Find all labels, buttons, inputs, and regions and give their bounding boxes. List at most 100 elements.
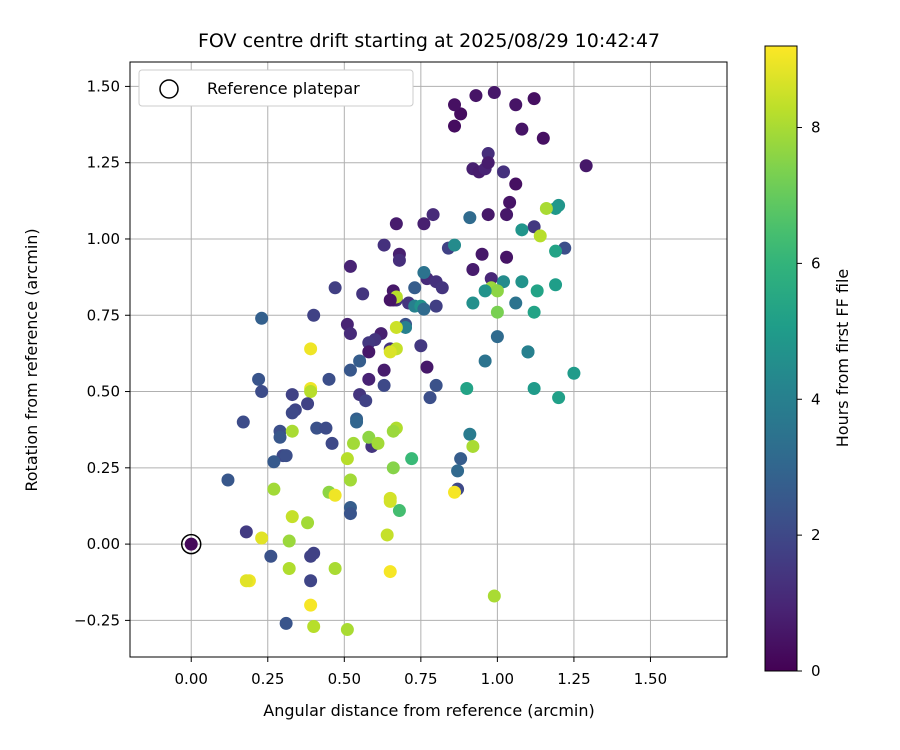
y-tick-label: 1.25 xyxy=(87,154,120,172)
data-point xyxy=(282,534,296,548)
reference-point-marker xyxy=(180,533,202,555)
data-point xyxy=(423,391,437,405)
data-point xyxy=(304,598,318,612)
data-point xyxy=(487,589,501,603)
data-point xyxy=(552,391,566,405)
data-point xyxy=(536,131,550,145)
y-tick-label: 0.00 xyxy=(87,535,120,553)
data-point xyxy=(515,275,529,289)
x-tick-label: 0.00 xyxy=(175,670,208,688)
x-tick-label: 1.50 xyxy=(634,670,667,688)
data-point xyxy=(383,345,397,359)
data-point xyxy=(490,284,504,298)
data-point xyxy=(310,421,324,435)
colorbar-tick-label: 4 xyxy=(811,390,821,408)
data-point xyxy=(500,250,514,264)
legend: Reference platepar xyxy=(138,69,414,107)
data-point xyxy=(429,378,443,392)
x-tick-label: 0.25 xyxy=(251,670,284,688)
data-point xyxy=(533,229,547,243)
data-point xyxy=(509,98,523,112)
data-point xyxy=(285,388,299,402)
data-point xyxy=(386,424,400,438)
colorbar: 0 2 4 6 8 Hours from first FF file xyxy=(764,45,852,680)
data-point xyxy=(264,549,278,563)
data-point xyxy=(392,253,406,267)
data-point xyxy=(530,284,544,298)
data-point xyxy=(362,430,376,444)
chart-title: FOV centre drift starting at 2025/08/29 … xyxy=(198,30,660,52)
data-point xyxy=(239,525,253,539)
legend-box xyxy=(138,69,414,107)
data-point xyxy=(429,299,443,313)
y-tick-label: 0.50 xyxy=(87,383,120,401)
data-point xyxy=(466,296,480,310)
data-point xyxy=(490,330,504,344)
data-point xyxy=(340,452,354,466)
data-point xyxy=(301,516,315,530)
data-point xyxy=(500,208,514,222)
y-axis-label: Rotation from reference (arcmin) xyxy=(22,228,41,491)
x-axis: 0.00 0.25 0.50 0.75 1.00 1.25 1.50 xyxy=(175,657,667,688)
x-tick-label: 1.00 xyxy=(481,670,514,688)
data-point xyxy=(448,98,462,112)
colorbar-ticks: 0 2 4 6 8 xyxy=(797,119,821,680)
data-point xyxy=(221,473,235,487)
data-points xyxy=(180,86,593,637)
data-point xyxy=(515,223,529,237)
colorbar-label: Hours from first FF file xyxy=(833,269,852,448)
data-point xyxy=(435,281,449,295)
plot-frame xyxy=(129,61,728,658)
data-point xyxy=(392,504,406,518)
data-point xyxy=(285,510,299,524)
data-point xyxy=(417,266,431,280)
data-point xyxy=(371,436,385,450)
data-point xyxy=(328,562,342,576)
data-point xyxy=(236,415,250,429)
x-tick-label: 0.75 xyxy=(404,670,437,688)
data-point xyxy=(343,507,357,521)
y-axis: −0.25 0.00 0.25 0.50 0.75 1.00 1.25 1.50 xyxy=(74,77,130,629)
data-point xyxy=(527,305,541,319)
data-point xyxy=(304,574,318,588)
data-point xyxy=(515,122,529,136)
data-point xyxy=(420,360,434,374)
data-point xyxy=(356,287,370,301)
data-point xyxy=(527,381,541,395)
data-point xyxy=(509,296,523,310)
y-tick-label: 1.50 xyxy=(87,77,120,95)
data-point xyxy=(346,436,360,450)
colorbar-tick-label: 0 xyxy=(811,662,821,680)
data-point xyxy=(454,107,468,121)
data-point xyxy=(304,342,318,356)
data-point xyxy=(304,385,318,399)
data-point xyxy=(239,574,253,588)
data-point xyxy=(497,165,511,179)
data-point xyxy=(301,397,315,411)
data-point xyxy=(579,159,593,173)
data-point xyxy=(343,473,357,487)
grid xyxy=(130,62,727,657)
data-point xyxy=(549,201,563,215)
data-point xyxy=(328,488,342,502)
data-point xyxy=(481,147,495,161)
data-point xyxy=(307,308,321,322)
colorbar-tick-label: 8 xyxy=(811,119,821,137)
x-axis-label: Angular distance from reference (arcmin) xyxy=(263,701,594,720)
data-point xyxy=(475,247,489,261)
data-point xyxy=(362,336,376,350)
data-point xyxy=(448,485,462,499)
data-point xyxy=(325,436,339,450)
data-point xyxy=(460,381,474,395)
data-point xyxy=(267,455,281,469)
data-point xyxy=(389,320,403,334)
data-point xyxy=(273,430,287,444)
data-point xyxy=(279,616,293,630)
data-point xyxy=(521,345,535,359)
data-point xyxy=(417,302,431,316)
data-point xyxy=(484,272,498,286)
legend-reference-marker xyxy=(159,79,179,99)
data-point xyxy=(567,366,581,380)
data-point xyxy=(377,378,391,392)
